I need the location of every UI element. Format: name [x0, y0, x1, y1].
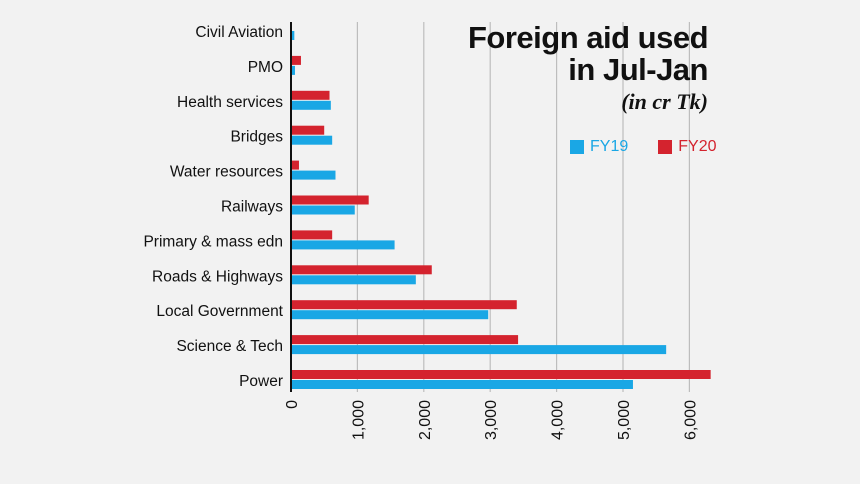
bar-fy19-7	[291, 275, 416, 285]
category-label-5: Railways	[221, 199, 283, 216]
x-tick-label-0: 0	[284, 400, 301, 409]
bar-fy20-10	[291, 370, 711, 379]
legend-swatch-fy19	[570, 140, 584, 154]
category-label-2: Health services	[177, 94, 283, 111]
bar-fy19-2	[291, 100, 331, 110]
x-tick-label-3: 3,000	[483, 400, 500, 440]
category-label-1: PMO	[248, 59, 283, 76]
legend: FY19 FY20	[570, 138, 717, 156]
bar-fy20-6	[291, 230, 333, 240]
chart-subtitle: (in cr Tk)	[621, 89, 708, 114]
category-label-4: Water resources	[170, 164, 283, 181]
bar-fy19-3	[291, 135, 333, 145]
chart-title-block: Foreign aid used in Jul-Jan (in cr Tk)	[467, 20, 709, 116]
bar-fy19-1	[291, 65, 295, 75]
x-tick-label-5: 5,000	[616, 400, 633, 440]
bar-fy19-9	[291, 345, 667, 355]
bar-fy19-0	[291, 31, 295, 40]
bar-fy20-5	[291, 195, 369, 205]
bar-fy20-8	[291, 300, 517, 310]
category-label-8: Local Government	[156, 303, 283, 320]
category-label-9: Science & Tech	[176, 338, 283, 355]
chart-title-line-2: in Jul-Jan	[568, 52, 708, 87]
gridlines	[356, 22, 691, 392]
x-tick-label-2: 2,000	[417, 400, 434, 440]
category-label-6: Primary & mass edn	[143, 233, 283, 250]
category-label-3: Bridges	[230, 129, 283, 146]
bar-fy19-5	[291, 205, 355, 215]
category-label-7: Roads & Highways	[152, 268, 283, 285]
bar-fy20-7	[291, 265, 432, 275]
x-tick-labels: 0 1,000 2,000 3,000 4,000 5,000 6,000	[284, 400, 699, 440]
bar-fy20-3	[291, 125, 325, 135]
category-labels: Civil Aviation PMO Health services Bridges W…	[143, 24, 283, 390]
category-label-10: Power	[239, 373, 283, 390]
bar-fy19-4	[291, 170, 336, 180]
legend-label-fy19: FY19	[590, 138, 629, 155]
bar-fy20-9	[291, 335, 519, 345]
bar-fy20-4	[291, 160, 299, 170]
legend-swatch-fy20	[658, 140, 673, 154]
x-tick-label-6: 6,000	[682, 400, 699, 440]
x-tick-label-4: 4,000	[550, 400, 567, 440]
legend-item-fy20: FY20	[658, 138, 717, 156]
legend-item-fy19: FY19	[570, 138, 628, 156]
bars	[291, 31, 711, 389]
bar-fy19-6	[291, 240, 395, 250]
category-label-0: Civil Aviation	[195, 24, 283, 41]
chart-title-line-1: Foreign aid used	[467, 20, 709, 55]
bar-fy19-10	[291, 380, 633, 389]
bar-fy20-2	[291, 90, 330, 100]
bar-fy20-1	[291, 55, 301, 65]
legend-label-fy20: FY20	[678, 138, 717, 155]
x-tick-label-1: 1,000	[350, 400, 367, 440]
bar-fy19-8	[291, 310, 489, 320]
